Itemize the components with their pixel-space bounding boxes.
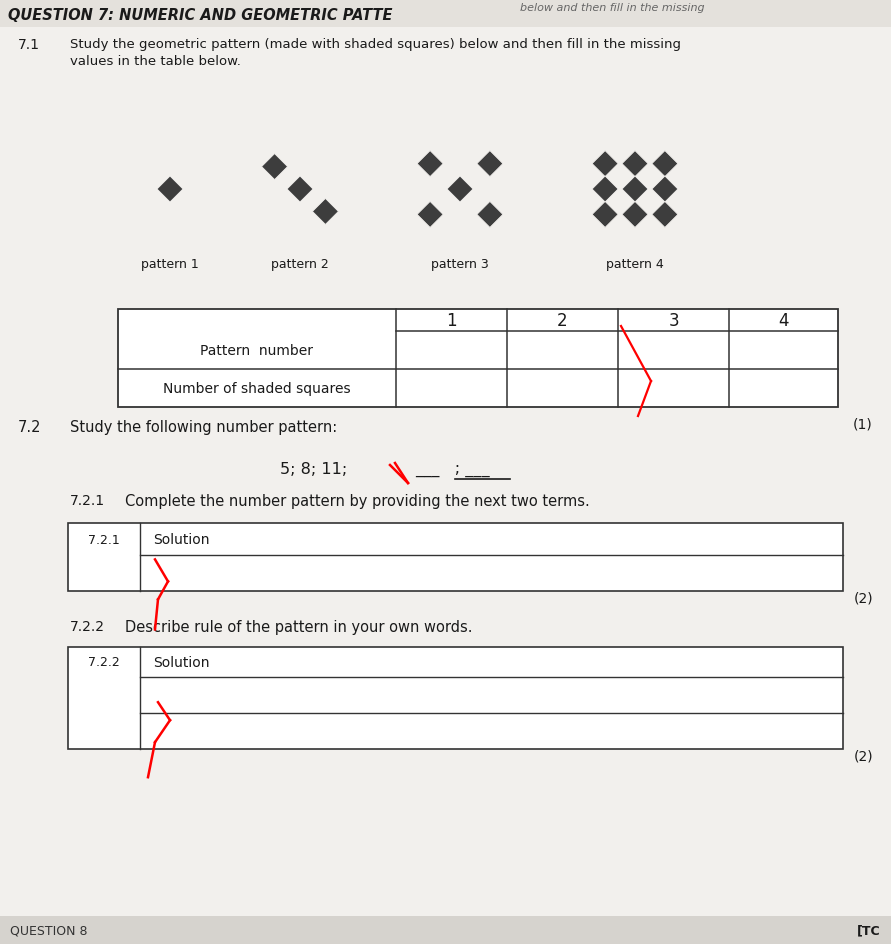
Polygon shape [593,151,618,177]
Text: Solution: Solution [153,655,209,669]
Polygon shape [652,177,678,203]
Text: below and then fill in the missing: below and then fill in the missing [520,3,705,13]
Text: (2): (2) [854,750,873,763]
Text: (2): (2) [854,591,873,605]
Text: 3: 3 [668,312,679,329]
Text: 7.1: 7.1 [18,38,40,52]
Text: pattern 4: pattern 4 [606,258,664,271]
Text: ___   ; ___: ___ ; ___ [415,462,490,477]
Text: Solution: Solution [153,532,209,547]
Text: Complete the number pattern by providing the next two terms.: Complete the number pattern by providing… [125,494,590,509]
Polygon shape [262,155,288,180]
Text: 5; 8; 11;: 5; 8; 11; [280,462,347,477]
Text: values in the table below.: values in the table below. [70,55,241,68]
Text: Describe rule of the pattern in your own words.: Describe rule of the pattern in your own… [125,619,472,634]
Bar [0,0,891,28]
Polygon shape [477,202,503,228]
Text: pattern 1: pattern 1 [141,258,199,271]
Polygon shape [313,199,339,226]
Text: 7.2.2: 7.2.2 [70,619,105,633]
Text: 2: 2 [557,312,568,329]
Text: 7.2.2: 7.2.2 [88,656,120,668]
Polygon shape [447,177,473,203]
Polygon shape [157,177,183,203]
Polygon shape [593,177,618,203]
Bar [68,648,843,750]
Text: Study the following number pattern:: Study the following number pattern: [70,419,338,434]
Polygon shape [652,151,678,177]
Polygon shape [287,177,313,203]
Polygon shape [477,151,503,177]
Text: (1): (1) [854,417,873,431]
Polygon shape [622,151,648,177]
Bar [68,523,843,591]
Text: Pattern  number: Pattern number [200,344,314,358]
Polygon shape [622,177,648,203]
Bar [0,916,891,944]
Text: QUESTION 8: QUESTION 8 [10,923,87,936]
Polygon shape [593,202,618,228]
Bar [118,310,838,408]
Text: Number of shaded squares: Number of shaded squares [163,381,351,396]
Polygon shape [417,151,443,177]
Text: Study the geometric pattern (made with shaded squares) below and then fill in th: Study the geometric pattern (made with s… [70,38,681,51]
Text: 1: 1 [446,312,457,329]
Text: 7.2: 7.2 [18,419,42,434]
Polygon shape [417,202,443,228]
Text: QUESTION 7: NUMERIC AND GEOMETRIC PATTE: QUESTION 7: NUMERIC AND GEOMETRIC PATTE [8,8,393,23]
Text: pattern 2: pattern 2 [271,258,329,271]
Text: pattern 3: pattern 3 [431,258,489,271]
Text: 7.2.1: 7.2.1 [70,494,105,508]
Polygon shape [622,202,648,228]
Text: 7.2.1: 7.2.1 [88,533,120,546]
Text: [TC: [TC [857,923,881,936]
Polygon shape [652,202,678,228]
Text: 4: 4 [778,312,789,329]
